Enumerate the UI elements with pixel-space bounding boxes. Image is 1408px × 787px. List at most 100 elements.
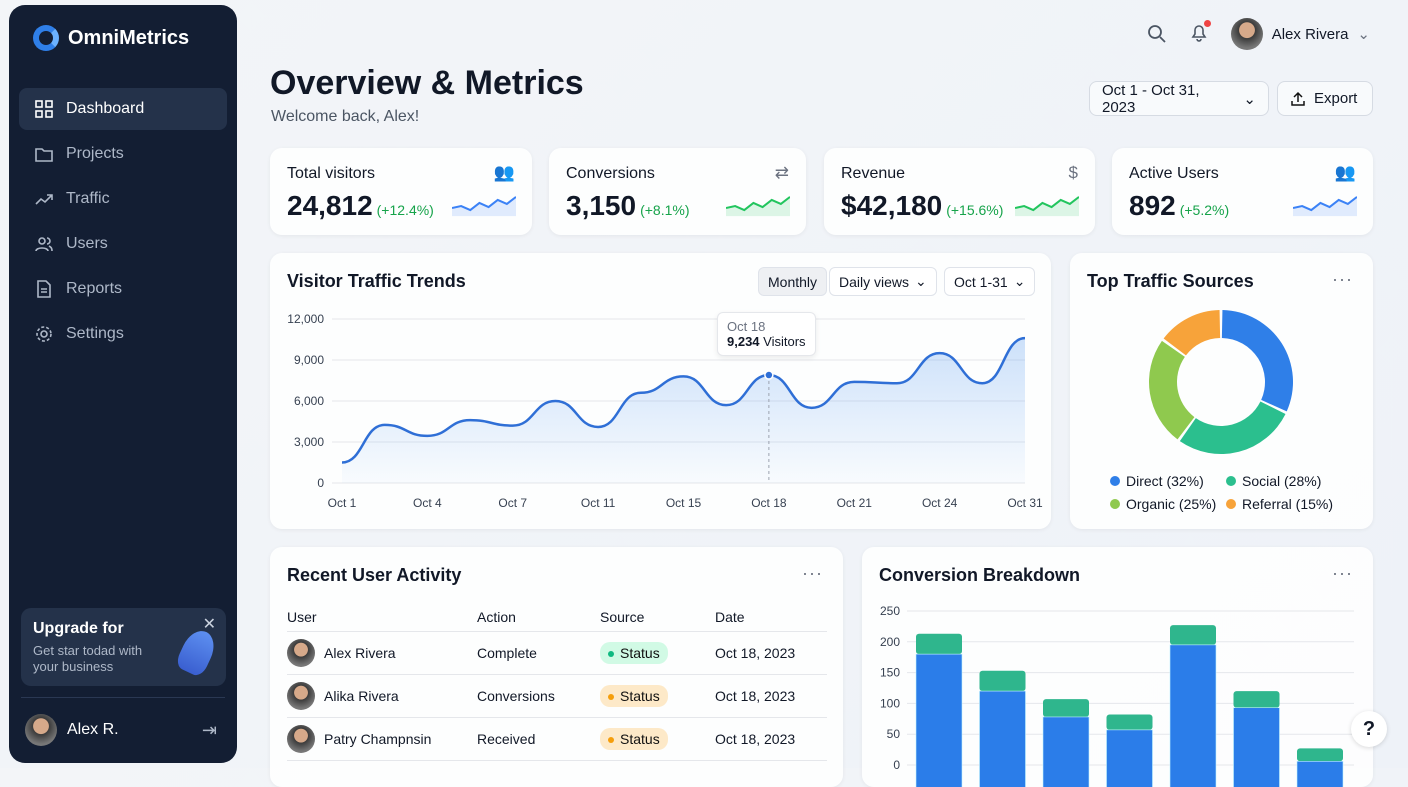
user-cell: Patry Champnsin	[287, 717, 477, 761]
export-button[interactable]: Export	[1277, 81, 1373, 116]
more-icon[interactable]: ···	[1332, 563, 1353, 583]
more-icon[interactable]: ···	[802, 563, 823, 583]
sidebar-item-reports[interactable]: Reports	[19, 268, 227, 310]
sources-donut	[1149, 310, 1293, 454]
y-tick-label: 250	[880, 604, 900, 618]
kpi-label: Active Users	[1129, 165, 1219, 182]
status-badge: Status	[600, 727, 668, 750]
user-name: Alex Rivera	[324, 644, 396, 661]
date-cell: Oct 18, 2023	[715, 717, 827, 761]
sidebar-item-traffic[interactable]: Traffic	[19, 178, 227, 220]
date-range-picker[interactable]: Oct 1 - Oct 31, 2023 ⌄	[1089, 81, 1269, 116]
trend-icon	[35, 194, 53, 205]
tooltip-date: Oct 18	[727, 319, 766, 334]
app-name: OmniMetrics	[68, 26, 190, 49]
sidebar-item-label: Traffic	[66, 190, 110, 207]
x-tick-label: Oct 24	[922, 496, 958, 510]
bar-top	[916, 633, 962, 655]
notification-button[interactable]	[1189, 20, 1211, 46]
table-row[interactable]: Patry Champnsin Received Status Oct 18, …	[287, 717, 827, 761]
notification-badge	[1203, 20, 1211, 27]
kpi-number: 24,812	[287, 190, 373, 221]
topbar: Alex Rivera ⌄	[1147, 18, 1370, 50]
chevron-down-icon: ⌄	[915, 273, 927, 289]
bar-base	[1296, 761, 1344, 787]
date-cell: Oct 18, 2023	[715, 631, 827, 675]
column-header: Date	[715, 604, 827, 632]
logout-icon[interactable]: ⇥	[201, 720, 217, 740]
kpi-card[interactable]: Total visitors 24,812 (+12.4%) 👥	[270, 148, 532, 235]
help-button[interactable]: ?	[1351, 711, 1387, 747]
kpi-value: 3,150 (+8.1%)	[566, 190, 690, 222]
activity-table: User Action Source Date Alex Rivera Comp…	[287, 604, 827, 761]
sidebar-item-projects[interactable]: Projects	[19, 133, 227, 175]
column-header: User	[287, 604, 477, 632]
source-cell: Status	[600, 631, 715, 675]
legend-item: Referral (15%)	[1226, 496, 1333, 512]
status-label: Status	[620, 687, 660, 704]
traffic-chart: 0 3,000 6,000 9,000 12,000 Oct 1 Oct 4 Oct 7 Oct…	[287, 312, 1043, 510]
app-logo[interactable]: OmniMetrics	[33, 25, 189, 51]
conversion-card: Conversion Breakdown ··· 0 50 100 150 200 250	[862, 547, 1373, 787]
sidebar: OmniMetrics Dashboard Projects Traffic U…	[9, 5, 237, 763]
legend-swatch	[1110, 499, 1120, 509]
y-tick-label: 3,000	[294, 435, 324, 449]
y-tick-label: 9,000	[294, 353, 324, 367]
divider	[21, 697, 225, 698]
conversion-chart: 0 50 100 150 200 250	[880, 604, 1354, 787]
donut-slice-direct	[1221, 310, 1293, 412]
sparkline	[726, 196, 790, 217]
kpi-number: 3,150	[566, 190, 637, 221]
user-name: Patry Champnsin	[324, 730, 432, 747]
donut-slice-organic	[1149, 340, 1195, 440]
y-tick-label: 50	[887, 727, 901, 741]
user-cell: Alika Rivera	[287, 674, 477, 718]
kpi-card[interactable]: Revenue $42,180 (+15.6%) $	[824, 148, 1095, 235]
kpi-change: (+8.1%)	[640, 202, 690, 218]
sidebar-user[interactable]: Alex R.	[25, 714, 119, 746]
chevron-down-icon: ⌄	[1357, 26, 1370, 43]
metric-select[interactable]: Daily views ⌄	[829, 267, 937, 296]
tooltip-value: 9,234	[727, 334, 760, 349]
donut-slice-referral	[1163, 310, 1221, 356]
sidebar-item-settings[interactable]: Settings	[19, 313, 227, 355]
search-icon[interactable]	[1147, 24, 1167, 44]
legend-label: Organic (25%)	[1126, 496, 1217, 512]
kpi-number: 892	[1129, 190, 1176, 221]
sidebar-item-users[interactable]: Users	[19, 223, 227, 265]
chevron-down-icon: ⌄	[1013, 273, 1026, 289]
bar-base	[1106, 729, 1153, 787]
column-header: Source	[600, 604, 715, 632]
sparkline	[452, 196, 516, 217]
avatar	[287, 681, 315, 710]
table-row[interactable]: Alika Rivera Conversions Status Oct 18, …	[287, 674, 827, 718]
close-icon[interactable]: ✕	[202, 616, 216, 633]
sparkline	[1015, 196, 1079, 217]
table-row[interactable]: Alex Rivera Complete Status Oct 18, 2023	[287, 631, 827, 675]
kpi-card[interactable]: Conversions 3,150 (+8.1%) ⇄	[549, 148, 806, 235]
chart-tooltip: Oct 18 9,234 Visitors	[717, 312, 816, 356]
upgrade-card[interactable]: Upgrade for Get star todad with your bus…	[21, 608, 226, 686]
filter-label: Monthly	[768, 273, 818, 290]
sources-card: Top Traffic Sources ··· Direct (32%) Soc…	[1070, 253, 1373, 529]
avatar	[25, 714, 57, 746]
user-menu[interactable]: Alex Rivera ⌄	[1230, 18, 1370, 50]
filter-label: Oct 1-31	[954, 273, 1008, 290]
legend-item: Social (28%)	[1226, 473, 1321, 489]
range-select[interactable]: Oct 1-31 ⌄	[944, 267, 1036, 296]
traffic-card: Visitor Traffic Trends Monthly Daily vie…	[270, 253, 1051, 529]
folder-icon	[35, 148, 53, 162]
upgrade-title: Upgrade for	[33, 620, 124, 637]
more-icon[interactable]: ···	[1332, 269, 1353, 289]
bar-top	[1297, 748, 1343, 762]
kpi-card[interactable]: Active Users 892 (+5.2%) 👥	[1112, 148, 1373, 235]
monthly-toggle[interactable]: Monthly	[758, 267, 828, 296]
kpi-change: (+5.2%)	[1179, 202, 1230, 218]
legend-item: Direct (32%)	[1110, 473, 1204, 489]
sidebar-item-dashboard[interactable]: Dashboard	[19, 88, 227, 130]
user-name: Alex Rivera	[1271, 25, 1349, 43]
filter-label: Daily views	[839, 273, 910, 290]
kpi-value: $42,180 (+15.6%)	[841, 190, 1003, 222]
y-tick-label: 12,000	[287, 312, 324, 326]
bar-base	[915, 653, 963, 787]
